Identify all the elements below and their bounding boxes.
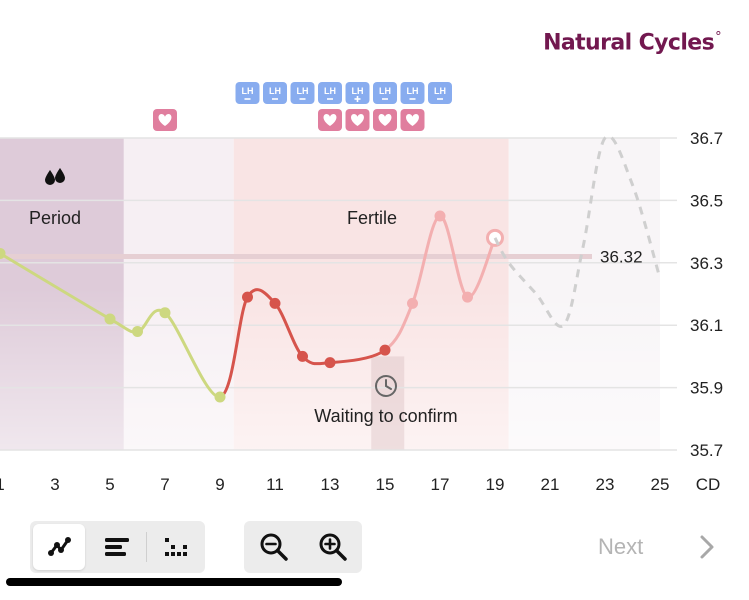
lh-badge-label: LH: [407, 86, 419, 96]
x-tick-label: 17: [431, 475, 450, 494]
waiting-label: Waiting to confirm: [314, 406, 457, 426]
temperature-point: [407, 297, 418, 309]
temperature-point: [297, 350, 308, 362]
heart-icon: [351, 114, 364, 126]
x-tick-label: 9: [215, 475, 224, 494]
next-button[interactable]: Next: [598, 534, 644, 559]
temperature-point: [434, 210, 446, 222]
x-tick-label: 25: [651, 475, 670, 494]
lh-badge: LH: [318, 82, 342, 104]
x-tick-label: 13: [321, 475, 340, 494]
temperature-point: [242, 291, 253, 303]
heart-badge: [318, 109, 342, 131]
x-tick-label: 3: [50, 475, 59, 494]
graph-view-button[interactable]: [33, 524, 86, 570]
brand-logo: Natural Cycles°: [543, 30, 722, 56]
bars-icon: [105, 538, 130, 556]
temperature-chart[interactable]: 36.736.536.336.135.935.71357911131517192…: [0, 0, 749, 500]
x-tick-label: 23: [596, 475, 615, 494]
temperature-point: [104, 313, 116, 325]
lh-badge-label: LH: [269, 86, 281, 96]
lh-badge: LH: [263, 82, 287, 104]
lh-badge-label: LH: [379, 86, 391, 96]
temperature-point: [214, 391, 226, 403]
y-tick-label: 36.7: [690, 129, 723, 148]
lh-badge-bg: [290, 82, 315, 104]
zoom-in-icon: [319, 533, 347, 561]
lh-badge-label: LH: [324, 86, 336, 96]
x-axis-unit: CD: [696, 475, 721, 494]
y-tick-label: 36.1: [690, 316, 723, 335]
heart-icon: [323, 114, 337, 126]
y-tick-label: 36.5: [690, 191, 723, 210]
lh-badge-bg: [235, 82, 260, 104]
temperature-point: [379, 344, 391, 356]
zoom-controls: [244, 521, 362, 573]
drop-shape: [55, 168, 65, 183]
clock-icon: [375, 375, 397, 397]
lh-badge: LH: [428, 82, 452, 104]
lh-badge-bg: [345, 82, 370, 104]
heart-icon: [406, 114, 419, 126]
x-tick-label: 15: [376, 475, 395, 494]
bars-view-button[interactable]: [91, 524, 143, 570]
lh-badge: LH: [235, 82, 260, 104]
graph-icon: [48, 537, 72, 556]
chevron-right-icon[interactable]: [696, 532, 718, 562]
y-tick-label: 36.3: [690, 254, 723, 273]
y-tick-label: 35.7: [690, 441, 723, 460]
clock-face: [375, 375, 397, 397]
temperature-line-segment: [0, 252, 111, 321]
heart-icon: [378, 114, 392, 126]
zoom-out-button[interactable]: [247, 524, 300, 570]
zoom-in-button[interactable]: [306, 524, 359, 570]
toolbar-divider: [146, 532, 147, 562]
view-toggle: [30, 521, 205, 573]
heart-badge: [400, 109, 425, 131]
y-tick-label: 35.9: [690, 379, 723, 398]
drops-icon: [45, 168, 65, 185]
x-tick-label: 19: [486, 475, 505, 494]
dots-view-button[interactable]: [150, 524, 202, 570]
lh-badge: LH: [373, 82, 397, 104]
threshold-label: 36.32: [600, 248, 643, 267]
heart-badge: [373, 109, 397, 131]
x-tick-label: 1: [0, 475, 5, 494]
lh-badge-bg: [318, 82, 342, 104]
temperature-point: [132, 325, 143, 337]
x-tick-label: 21: [541, 475, 560, 494]
period-label: Period: [29, 208, 81, 228]
lh-badge-label: LH: [352, 86, 364, 96]
lh-badge: LH: [290, 82, 315, 104]
heart-icon: [158, 114, 172, 126]
lh-badge-label: LH: [242, 86, 254, 96]
prediction-line: [493, 134, 662, 329]
temperature-point: [269, 297, 281, 309]
clock-hands: [385, 379, 392, 390]
lh-badge-bg: [263, 82, 287, 104]
lh-badge: LH: [345, 82, 370, 104]
lh-badge: LH: [400, 82, 425, 104]
home-indicator: [6, 578, 342, 586]
temperature-point: [462, 291, 473, 303]
x-tick-label: 5: [105, 475, 114, 494]
dots-grid-icon: [165, 538, 187, 556]
temperature-point: [0, 247, 6, 259]
lh-badge-label: LH: [297, 86, 309, 96]
heart-badge: [153, 109, 177, 131]
lh-badge-bg: [400, 82, 425, 104]
x-tick-label: 11: [266, 475, 284, 494]
lh-badge-bg: [428, 82, 452, 104]
waiting-band: [371, 356, 405, 450]
temperature-point: [159, 307, 171, 319]
zoom-out-icon: [260, 533, 288, 561]
drop-shape: [45, 170, 55, 185]
fertile-label: Fertile: [347, 208, 397, 228]
heart-badge: [345, 109, 370, 131]
temperature-point: [324, 357, 336, 369]
lh-badge-bg: [373, 82, 397, 104]
lh-badge-label: LH: [434, 86, 446, 96]
x-tick-label: 7: [160, 475, 169, 494]
